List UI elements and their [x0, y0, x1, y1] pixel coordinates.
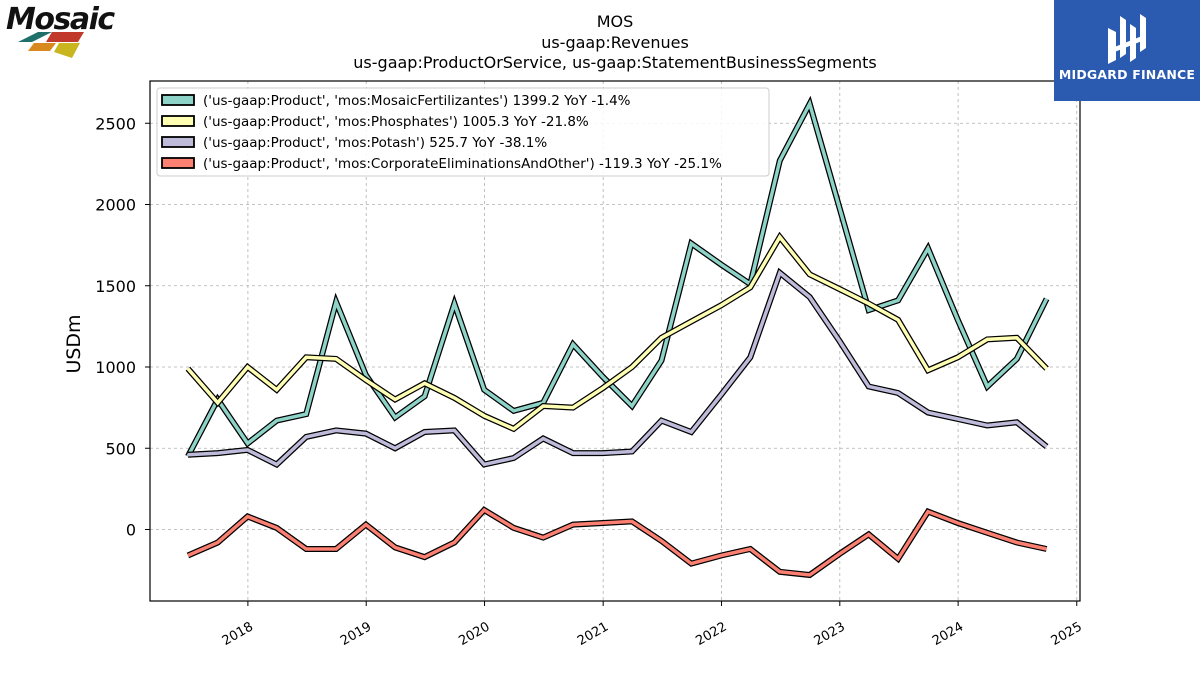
chart-title: MOS us-gaap:Revenues us-gaap:ProductOrSe… — [353, 12, 876, 72]
x-tick-label: 2023 — [812, 619, 848, 649]
y-tick-label: 500 — [105, 439, 136, 458]
series-line-2 — [187, 269, 1048, 467]
x-tick-label: 2020 — [456, 619, 492, 649]
plot-area-frame — [149, 80, 1081, 602]
y-tick-label: 2000 — [95, 196, 136, 215]
x-tick-label: 2018 — [220, 619, 256, 649]
y-tick-label: 1500 — [95, 277, 136, 296]
x-axis: 2018 2019 2020 2021 2022 2023 2024 2025 — [220, 601, 1085, 649]
x-tick-label: 2025 — [1049, 619, 1085, 649]
legend-label-1: ('us-gaap:Product', 'mos:Phosphates') 10… — [203, 114, 589, 130]
series-line-0 — [186, 99, 1049, 458]
legend-label-2: ('us-gaap:Product', 'mos:Potash') 525.7 … — [203, 135, 547, 151]
chart-title-line-2: us-gaap:Revenues — [541, 33, 689, 52]
y-tick-label: 1000 — [95, 358, 136, 377]
midgard-finance-logo: MIDGARD FINANCE — [1054, 0, 1200, 101]
x-tick-label: 2024 — [930, 619, 966, 649]
midgard-logo-wordmark: MIDGARD FINANCE — [1058, 67, 1196, 82]
mosaic-logo-tile-yellow — [54, 43, 80, 58]
y-tick-label: 2500 — [95, 114, 136, 133]
legend-label-3: ('us-gaap:Product', 'mos:CorporateElimin… — [203, 156, 722, 172]
legend-swatch-0 — [161, 94, 195, 106]
y-axis-label: USDm — [63, 314, 85, 373]
midgard-logo-mark — [1108, 14, 1146, 64]
chart-title-line-3: us-gaap:ProductOrService, us-gaap:Statem… — [353, 53, 876, 72]
mosaic-logo-tile-orange — [28, 43, 56, 51]
legend-swatch-3 — [161, 157, 195, 169]
legend-swatch-1 — [161, 115, 195, 127]
series-outline-3 — [186, 506, 1048, 579]
y-axis: 0 500 1000 1500 2000 2500 — [95, 114, 150, 540]
legend-swatch-2 — [161, 136, 195, 148]
series-line-3 — [187, 507, 1047, 577]
legend: ('us-gaap:Product', 'mos:MosaicFertiliza… — [156, 87, 770, 177]
x-tick-label: 2019 — [338, 619, 374, 649]
mosaic-logo-tile-teal — [18, 32, 52, 42]
series-line-1 — [186, 233, 1048, 431]
mosaic-logo-wordmark: Mosaic — [6, 2, 115, 37]
y-tick-label: 0 — [126, 521, 136, 540]
series-lines — [185, 95, 1050, 579]
x-tick-label: 2021 — [575, 619, 611, 649]
mosaic-logo-tile-red — [46, 32, 84, 42]
legend-label-0: ('us-gaap:Product', 'mos:MosaicFertiliza… — [203, 93, 631, 109]
x-tick-label: 2022 — [693, 619, 729, 649]
legend-frame — [156, 87, 770, 177]
chart-title-line-1: MOS — [597, 12, 634, 31]
mosaic-logo: Mosaic — [4, 2, 128, 62]
